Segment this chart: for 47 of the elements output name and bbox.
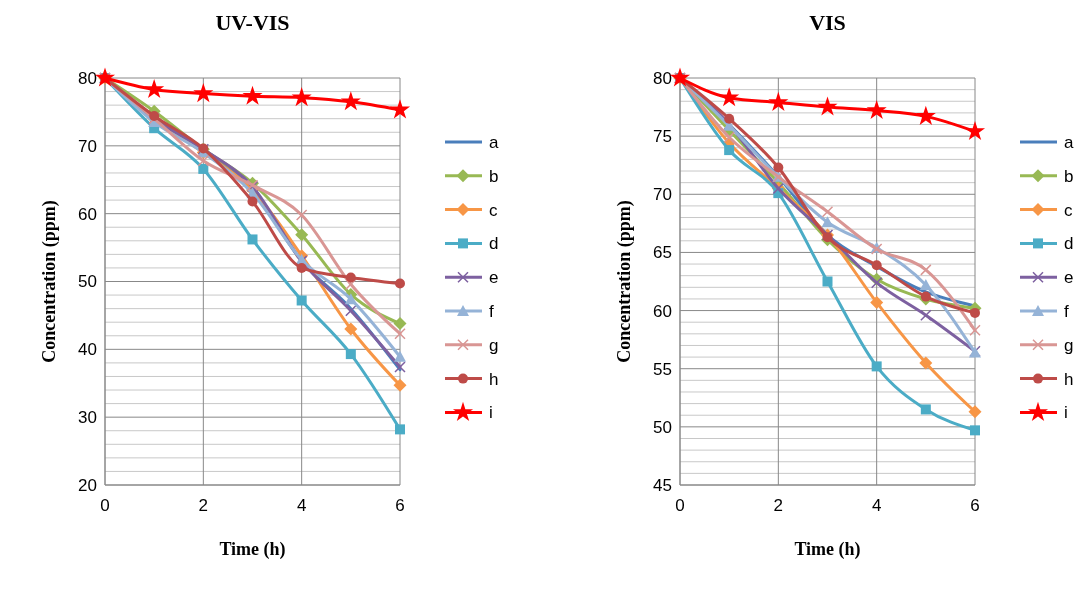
x-tick-label: 6 bbox=[970, 496, 980, 515]
legend-label: e bbox=[1064, 268, 1074, 288]
chart-title: UV-VIS bbox=[215, 10, 290, 35]
legend-label: b bbox=[1064, 166, 1074, 186]
x-tick-label: 4 bbox=[871, 496, 882, 515]
legend-label: d bbox=[1064, 234, 1074, 254]
x-tick-label: 2 bbox=[198, 496, 209, 515]
y-axis-title: Concentration (ppm) bbox=[614, 200, 635, 363]
legend-label: a bbox=[1064, 132, 1074, 152]
legend-label: a bbox=[489, 132, 499, 152]
legend-label: f bbox=[1064, 301, 1069, 321]
y-tick-label: 70 bbox=[78, 136, 97, 156]
y-tick-label: 55 bbox=[653, 359, 672, 379]
y-tick-label: 60 bbox=[653, 301, 672, 321]
legend-label: e bbox=[489, 268, 499, 288]
y-tick-label: 75 bbox=[653, 127, 672, 147]
x-tick-label: 0 bbox=[675, 496, 685, 515]
y-tick-label: 70 bbox=[653, 185, 672, 205]
legend-label: c bbox=[489, 200, 498, 220]
legend-label: b bbox=[489, 166, 499, 186]
y-tick-label: 45 bbox=[653, 475, 672, 495]
legend-label: i bbox=[1064, 403, 1068, 423]
legend-label: g bbox=[1064, 335, 1074, 355]
legend-label: h bbox=[1064, 369, 1074, 389]
x-axis-title: Time (h) bbox=[219, 539, 286, 560]
y-tick-label: 60 bbox=[78, 204, 97, 224]
y-tick-label: 40 bbox=[78, 340, 97, 360]
y-tick-label: 80 bbox=[653, 68, 672, 88]
y-tick-label: 20 bbox=[78, 475, 97, 495]
y-axis-title: Concentration (ppm) bbox=[39, 200, 60, 363]
y-tick-label: 50 bbox=[78, 272, 97, 292]
x-tick-label: 4 bbox=[296, 496, 307, 515]
chart-title: VIS bbox=[809, 10, 846, 35]
y-tick-label: 50 bbox=[653, 417, 672, 437]
x-tick-label: 6 bbox=[395, 496, 405, 515]
legend-label: f bbox=[489, 301, 494, 321]
legend-label: d bbox=[489, 234, 499, 254]
x-tick-label: 0 bbox=[100, 496, 110, 515]
legend-label: h bbox=[489, 369, 499, 389]
x-tick-label: 2 bbox=[773, 496, 784, 515]
legend-label: g bbox=[489, 335, 499, 355]
y-tick-label: 65 bbox=[653, 243, 672, 263]
legend-label: c bbox=[1064, 200, 1073, 220]
y-tick-label: 30 bbox=[78, 408, 97, 428]
legend-label: i bbox=[489, 403, 493, 423]
y-tick-label: 80 bbox=[78, 68, 97, 88]
x-axis-title: Time (h) bbox=[794, 539, 861, 560]
